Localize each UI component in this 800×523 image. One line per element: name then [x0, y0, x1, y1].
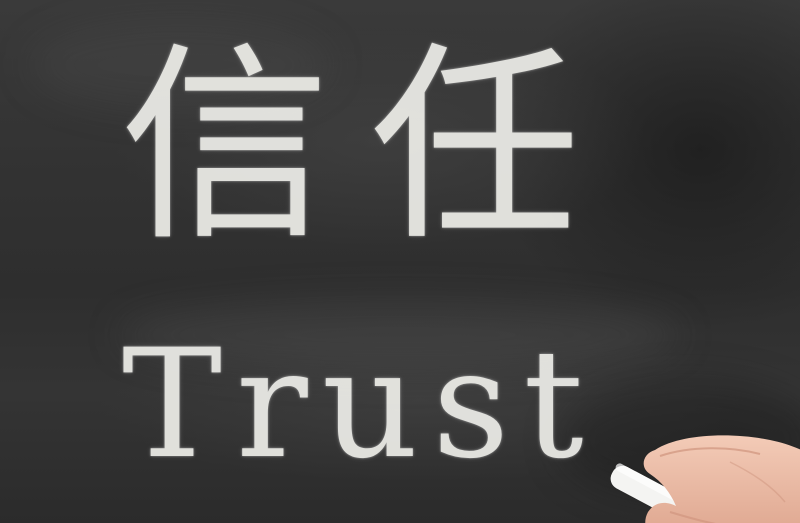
- chalk-smudge: [120, 300, 680, 370]
- chalk-smudge: [30, 20, 330, 110]
- chinese-chalk-text: 信任: [120, 24, 621, 269]
- hand-holding-chalk: [610, 435, 800, 523]
- english-chalk-text: Trust: [122, 318, 598, 492]
